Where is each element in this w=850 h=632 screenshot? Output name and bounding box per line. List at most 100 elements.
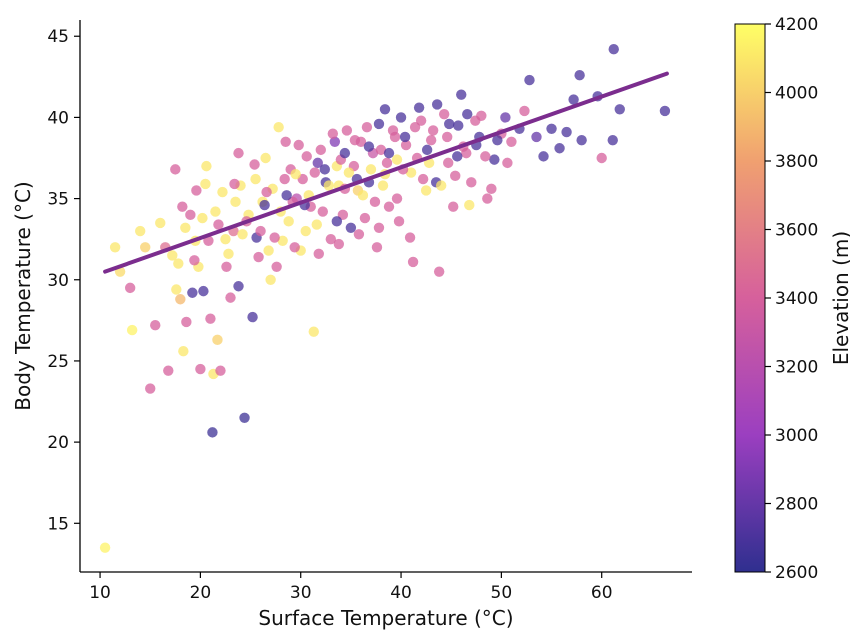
data-point bbox=[369, 196, 381, 208]
data-point bbox=[150, 320, 161, 331]
data-point bbox=[134, 225, 146, 237]
data-point bbox=[247, 311, 258, 323]
colorbar-tick-label: 3400 bbox=[775, 289, 818, 309]
x-tick-label: 50 bbox=[491, 583, 513, 603]
data-point bbox=[301, 151, 312, 162]
data-point bbox=[124, 282, 136, 294]
data-point bbox=[341, 125, 353, 136]
data-point bbox=[180, 222, 191, 234]
data-point bbox=[253, 251, 264, 263]
data-point bbox=[173, 258, 184, 269]
data-point bbox=[215, 365, 226, 376]
data-point bbox=[486, 183, 497, 195]
data-point bbox=[391, 193, 403, 204]
x-tick-label: 20 bbox=[190, 583, 212, 603]
data-point bbox=[197, 212, 208, 224]
data-point bbox=[492, 134, 503, 146]
data-point bbox=[201, 160, 212, 172]
data-point bbox=[399, 131, 411, 143]
data-point bbox=[210, 206, 221, 217]
colorbar-label: Elevation (m) bbox=[829, 231, 850, 365]
data-point bbox=[217, 186, 228, 198]
data-point bbox=[171, 284, 182, 295]
colorbar-fill bbox=[734, 23, 766, 573]
data-point bbox=[519, 105, 530, 117]
y-tick-label: 35 bbox=[47, 190, 69, 210]
data-point bbox=[280, 136, 291, 147]
data-point bbox=[333, 238, 345, 250]
data-point bbox=[170, 164, 181, 175]
data-point bbox=[300, 225, 311, 237]
data-point bbox=[361, 121, 373, 133]
data-point bbox=[377, 180, 389, 191]
data-point bbox=[383, 147, 395, 159]
data-point bbox=[379, 104, 391, 115]
data-point bbox=[480, 151, 491, 162]
y-tick-label: 20 bbox=[47, 433, 69, 453]
data-point bbox=[546, 123, 557, 134]
axes bbox=[79, 20, 692, 573]
data-point bbox=[561, 126, 572, 138]
x-tick-label: 30 bbox=[290, 583, 312, 603]
data-point bbox=[225, 292, 236, 303]
data-point bbox=[250, 173, 261, 185]
colorbar-tick-label: 3200 bbox=[775, 358, 818, 378]
data-point bbox=[249, 159, 260, 170]
colorbar-tick-label: 2800 bbox=[775, 495, 818, 515]
data-point bbox=[189, 255, 200, 266]
data-point bbox=[325, 233, 337, 245]
data-point bbox=[255, 225, 266, 237]
data-point bbox=[177, 201, 188, 212]
data-point bbox=[395, 112, 407, 123]
data-point bbox=[265, 274, 276, 285]
x-tick-label: 10 bbox=[89, 583, 111, 603]
data-point bbox=[435, 180, 447, 191]
y-tick-label: 25 bbox=[47, 352, 69, 372]
data-point bbox=[233, 147, 244, 159]
data-point bbox=[167, 250, 178, 261]
data-point bbox=[506, 136, 517, 147]
data-point bbox=[391, 154, 403, 165]
data-point bbox=[277, 235, 288, 246]
trend-line-layer bbox=[103, 71, 669, 274]
data-point bbox=[413, 102, 425, 113]
data-point bbox=[207, 427, 218, 438]
data-point bbox=[407, 256, 419, 268]
y-tick-label: 40 bbox=[47, 108, 69, 128]
data-point bbox=[373, 222, 385, 234]
data-point bbox=[187, 287, 198, 298]
data-point bbox=[568, 94, 579, 105]
data-point bbox=[331, 216, 343, 227]
data-point bbox=[289, 242, 300, 253]
data-point bbox=[311, 219, 322, 230]
data-point bbox=[421, 144, 433, 156]
data-point bbox=[453, 120, 464, 131]
data-point bbox=[317, 206, 328, 217]
data-point bbox=[433, 266, 445, 277]
data-point bbox=[375, 144, 387, 156]
trend-line bbox=[103, 71, 669, 274]
data-point bbox=[500, 112, 511, 123]
data-point bbox=[531, 131, 542, 143]
data-point bbox=[452, 151, 463, 162]
data-point bbox=[450, 170, 461, 182]
x-axis-label: Surface Temperature (°C) bbox=[258, 606, 513, 630]
data-point bbox=[198, 285, 209, 297]
colorbar-tick-label: 2600 bbox=[775, 563, 818, 583]
data-point bbox=[308, 326, 319, 337]
colorbar-tick-label: 4200 bbox=[775, 15, 818, 35]
data-point bbox=[313, 248, 324, 259]
data-point bbox=[155, 217, 166, 229]
data-point bbox=[263, 245, 274, 256]
data-point bbox=[259, 199, 270, 211]
data-point bbox=[205, 313, 216, 324]
data-point bbox=[409, 121, 421, 133]
data-point bbox=[175, 294, 186, 305]
y-tick-label: 45 bbox=[47, 27, 69, 47]
data-point bbox=[365, 164, 377, 175]
data-point bbox=[538, 151, 549, 162]
data-point bbox=[383, 201, 395, 212]
data-point bbox=[230, 196, 241, 208]
data-point bbox=[404, 232, 416, 243]
